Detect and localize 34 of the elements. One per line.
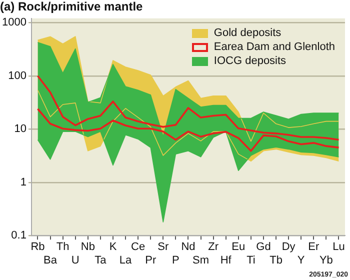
x-tick-label: Y	[297, 254, 306, 266]
x-tick-label: Ba	[44, 254, 58, 266]
x-tick-label: U	[71, 254, 80, 266]
x-tick-label: Dy	[282, 241, 296, 254]
y-tick-label: 1	[20, 176, 26, 188]
x-tick-label: P	[172, 254, 180, 266]
x-tick-label: Sr	[158, 241, 169, 254]
x-tick-label: Lu	[332, 241, 345, 254]
x-tick-label: K	[109, 241, 118, 254]
y-tick-label: 100	[8, 70, 26, 82]
x-tick-label: Gd	[256, 241, 271, 254]
x-tick-label: Sm	[192, 254, 210, 266]
x-tick-label: Er	[308, 241, 320, 254]
legend-label: Gold deposits	[214, 26, 282, 40]
y-tick-label: 10	[14, 123, 26, 136]
x-tick-label: Ti	[246, 254, 256, 266]
x-tick-label: Pr	[145, 254, 156, 266]
x-tick-label: Ta	[94, 254, 108, 266]
legend-label: IOCG deposits	[214, 54, 286, 68]
x-tick-label: Eu	[232, 241, 246, 254]
x-tick-label: Th	[56, 241, 70, 254]
x-tick-label: La	[119, 254, 133, 266]
x-tick-label: Yb	[319, 254, 333, 266]
legend-label: Earea Dam and Glenloth	[214, 40, 335, 54]
x-tick-label: Ce	[131, 241, 146, 254]
x-tick-label: Hf	[220, 254, 232, 266]
y-tick-label: 1000	[2, 16, 26, 29]
x-tick-label: Tb	[270, 254, 282, 266]
x-tick-label: Zr	[208, 241, 219, 254]
y-tick-label: 0.1	[11, 230, 26, 242]
x-tick-label: Nd	[181, 241, 196, 254]
x-tick-label: Nb	[80, 241, 95, 254]
chart-title: (a) Rock/primitive mantle	[0, 0, 144, 14]
x-tick-label: Rb	[30, 241, 45, 254]
